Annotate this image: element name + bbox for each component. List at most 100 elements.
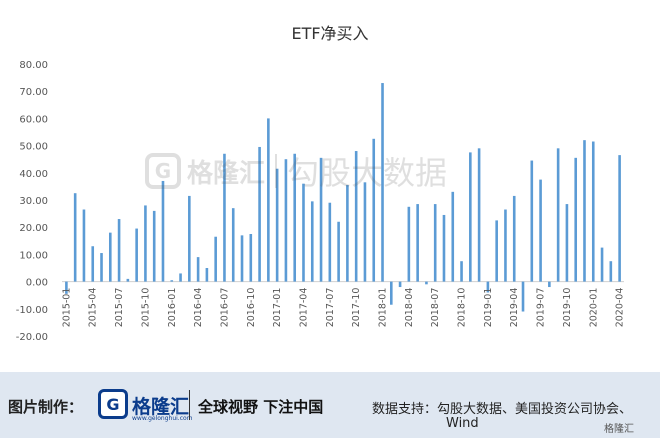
x-tick-label: 2017-07: [325, 288, 336, 328]
bar: [354, 151, 358, 282]
bar: [65, 281, 68, 294]
bar: [372, 138, 376, 282]
bar: [469, 152, 472, 282]
bar: [196, 257, 200, 282]
bar: [381, 83, 384, 282]
bar: [319, 157, 323, 282]
y-tick-label: -20.00: [16, 332, 48, 343]
bar: [530, 160, 534, 282]
x-tick-label: 2017-10: [351, 288, 362, 328]
bar: [618, 155, 621, 282]
x-tick-label: 2018-01: [378, 288, 389, 328]
x-tick-label: 2020-04: [615, 288, 626, 328]
bar: [521, 281, 525, 312]
gelonghui-logo-icon: G: [98, 389, 128, 419]
bar: [574, 157, 578, 282]
x-tick-label: 2018-10: [457, 288, 468, 328]
bar: [91, 246, 95, 282]
x-tick-label: 2017-04: [298, 288, 309, 328]
bar: [495, 220, 498, 282]
bar: [170, 280, 174, 282]
bar: [328, 202, 332, 282]
bar: [108, 232, 112, 282]
y-tick-label: 70.00: [19, 87, 48, 98]
data-source-continued: Wind: [446, 416, 479, 431]
bar: [398, 281, 402, 288]
x-tick-label: 2020-01: [588, 288, 599, 328]
bar: [337, 221, 340, 282]
footer-brand: 格隆汇: [132, 396, 190, 418]
bar: [135, 228, 138, 282]
bar: [152, 210, 156, 282]
bar: [600, 247, 604, 282]
bar: [310, 201, 314, 282]
bar: [512, 195, 516, 282]
y-tick-label: 30.00: [19, 196, 48, 207]
bar: [267, 118, 270, 282]
bar: [249, 234, 253, 282]
bar: [117, 219, 121, 282]
y-tick-label: 20.00: [19, 223, 48, 234]
x-tick-label: 2019-10: [562, 288, 573, 328]
bar: [565, 204, 569, 282]
x-tick-label: 2016-10: [246, 288, 257, 328]
y-tick-label: -10.00: [16, 305, 48, 316]
footer-url: www.gelonghui.com: [132, 415, 193, 422]
footer-divider: [189, 390, 190, 420]
bar: [460, 261, 463, 282]
y-tick-label: 10.00: [19, 250, 48, 261]
footer-banner: 图片制作： G 格隆汇 www.gelonghui.com 全球视野 下注中国 …: [0, 372, 660, 438]
chart-title: ETF净买入: [291, 24, 369, 43]
bar: [407, 206, 411, 282]
y-tick-label: 80.00: [19, 60, 48, 71]
y-tick-label: 60.00: [19, 114, 48, 125]
x-tick-label: 2019-07: [536, 288, 547, 328]
bar: [416, 204, 419, 282]
bar-chart: 80.00 70.00 60.00 50.00 40.00 30.00 20.00 10.00…: [16, 60, 626, 343]
bar: [284, 159, 288, 282]
bar: [442, 214, 446, 282]
bar: [583, 140, 586, 282]
bar: [258, 146, 261, 282]
bar: [73, 193, 77, 282]
bar: [161, 180, 165, 282]
footer-label: 图片制作：: [8, 398, 84, 416]
footer-slogan: 全球视野 下注中国: [198, 398, 324, 416]
bar: [504, 209, 507, 282]
bar: [240, 235, 244, 282]
bar: [556, 148, 560, 282]
bar: [389, 281, 393, 305]
x-tick-label: 2018-07: [430, 288, 441, 328]
bar: [477, 148, 481, 282]
corner-watermark: 格隆汇: [604, 424, 634, 435]
x-tick-label: 2019-04: [509, 288, 520, 328]
bar: [179, 273, 182, 282]
bar: [82, 209, 86, 282]
bar: [486, 281, 490, 293]
bar: [231, 208, 235, 282]
bar: [451, 191, 455, 282]
bar: [144, 205, 147, 282]
bar: [363, 182, 367, 282]
bar: [205, 268, 209, 282]
data-source: 数据支持：勾股大数据、美国投资公司协会、: [372, 402, 633, 417]
bar: [591, 141, 595, 282]
bar: [100, 253, 103, 282]
x-tick-label: 2016-04: [193, 288, 204, 328]
bar: [223, 153, 226, 282]
bar: [609, 261, 613, 282]
bar: [346, 185, 349, 282]
x-tick-label: 2016-01: [167, 288, 178, 328]
bar: [302, 183, 305, 282]
x-tick-label: 2019-01: [483, 288, 494, 328]
y-tick-label: 40.00: [19, 169, 48, 180]
bar: [275, 168, 279, 282]
x-tick-label: 2015-01: [61, 288, 72, 328]
x-tick-label: 2015-10: [140, 288, 151, 328]
bar: [293, 153, 297, 282]
bar: [539, 179, 542, 282]
x-tick-label: 2018-04: [404, 288, 415, 328]
bar: [188, 195, 191, 282]
y-tick-label: 50.00: [19, 142, 48, 153]
bar: [425, 281, 428, 285]
